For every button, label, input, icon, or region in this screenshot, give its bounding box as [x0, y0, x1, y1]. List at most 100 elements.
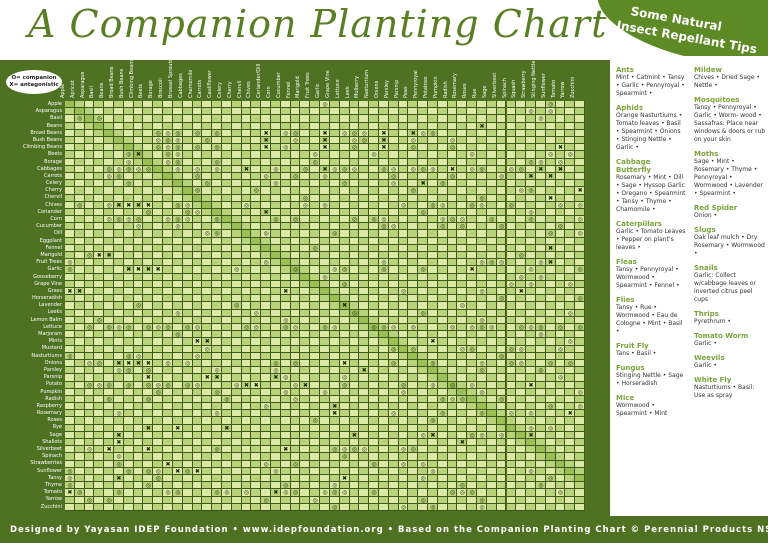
- companion-mark: ◎: [538, 273, 544, 281]
- grid-cell: [565, 424, 576, 432]
- grid-cell: ◎: [182, 323, 193, 332]
- companion-mark: ◎: [77, 115, 83, 123]
- grid-cell: [84, 417, 95, 425]
- companion-mark: ◎: [449, 136, 456, 144]
- grid-cell: [320, 410, 330, 418]
- companion-mark: ◎: [430, 129, 436, 137]
- column-header-label: Pennyroyal: [413, 70, 420, 98]
- grid-cell: ◎: [271, 367, 281, 375]
- companion-mark: ◎: [67, 259, 73, 267]
- grid-cell: [212, 395, 222, 404]
- grid-cell: [192, 388, 203, 396]
- grid-cell: [329, 252, 340, 260]
- grid-cell: [320, 374, 330, 382]
- grid-cell: [369, 367, 379, 375]
- grid-cell: [104, 460, 115, 468]
- grid-cell: [202, 302, 213, 310]
- grid-cell: [457, 280, 468, 288]
- grid-cell: [280, 187, 291, 195]
- grid-cell: [280, 244, 291, 253]
- grid-cell: [516, 410, 527, 418]
- grid-cell: [565, 503, 576, 511]
- grid-cell: [418, 374, 428, 382]
- grid-cell: [408, 244, 419, 253]
- grid-cell: [310, 201, 321, 209]
- companion-mark: ◎: [283, 388, 289, 396]
- grid-cell: ◎: [104, 201, 115, 209]
- grid-cell: [428, 295, 438, 303]
- grid-cell: [231, 359, 242, 368]
- grid-cell: [535, 338, 546, 346]
- grid-cell: [535, 280, 546, 288]
- companion-mark: ◎: [479, 359, 485, 367]
- grid-cell: [526, 489, 536, 497]
- grid-cell: [320, 194, 330, 202]
- companion-mark: ◎: [410, 165, 416, 173]
- grid-cell: [418, 136, 428, 145]
- grid-cell: [212, 316, 222, 324]
- grid-cell: [182, 115, 193, 123]
- grid-cell: ◎: [172, 201, 183, 209]
- grid-cell: [143, 136, 154, 145]
- grid-cell: [428, 453, 438, 461]
- grid-cell: [418, 280, 428, 288]
- grid-cell: [575, 259, 585, 267]
- grid-cell: ◎: [428, 503, 438, 511]
- grid-cell: ◎: [114, 165, 124, 173]
- grid-cell: [84, 208, 95, 217]
- grid-cell: [535, 288, 546, 296]
- grid-cell: [408, 259, 419, 267]
- grid-cell: [84, 129, 95, 137]
- grid-cell: [133, 424, 144, 432]
- grid-cell: [231, 280, 242, 288]
- grid-cell: [261, 288, 272, 296]
- grid-cell: [329, 381, 340, 389]
- grid-cell: [133, 237, 144, 245]
- grid-cell: ◎: [496, 295, 507, 303]
- companion-mark: ◎: [67, 352, 73, 360]
- grid-cell: [212, 345, 222, 353]
- grid-cell: ◎: [477, 201, 487, 209]
- grid-cell: [565, 244, 576, 253]
- companion-mark: ◎: [126, 323, 132, 331]
- grid-cell: [428, 395, 438, 404]
- grid-cell: [339, 273, 350, 281]
- grid-cell: [104, 439, 115, 447]
- grid-cell: [163, 165, 173, 173]
- grid-cell: [310, 129, 321, 137]
- antagonistic-mark: ✖: [67, 489, 73, 497]
- grid-cell: [496, 122, 507, 130]
- companion-mark: ◎: [548, 108, 554, 116]
- companion-mark: ◎: [145, 381, 151, 389]
- grid-cell: [359, 273, 370, 281]
- grid-cell: ◎: [526, 158, 536, 166]
- grid-cell: [369, 144, 379, 152]
- grid-cell: [320, 230, 330, 238]
- grid-cell: ◎: [114, 172, 124, 181]
- repellant-plants: Wormwood • Spearmint • Mint: [616, 402, 668, 417]
- grid-cell: ◎: [94, 359, 105, 368]
- grid-cell: [172, 503, 183, 511]
- grid-cell: [310, 259, 321, 267]
- grid-cell: [241, 359, 252, 368]
- grid-cell: [359, 323, 370, 332]
- grid-cell: [202, 381, 213, 389]
- companion-mark: ◎: [479, 259, 485, 267]
- grid-cell: [221, 259, 232, 267]
- grid-cell: [378, 208, 389, 217]
- grid-cell: [398, 431, 409, 440]
- grid-cell: [467, 144, 478, 152]
- legend-companion: O= companion: [11, 75, 57, 81]
- grid-cell: [359, 331, 370, 339]
- grid-cell: [575, 381, 585, 389]
- grid-cell: [251, 201, 262, 209]
- grid-cell: [359, 467, 370, 476]
- repellant-plants: Orange Nasturtiums • Tomato leaves • Bas…: [616, 112, 683, 151]
- companion-mark: ◎: [528, 266, 534, 274]
- grid-cell: [192, 489, 203, 497]
- grid-cell: [349, 316, 360, 324]
- companion-mark: ◎: [557, 374, 564, 382]
- row-header: Silverbeet: [36, 446, 62, 452]
- grid-cell: [74, 496, 85, 504]
- grid-cell: ◎: [437, 201, 448, 209]
